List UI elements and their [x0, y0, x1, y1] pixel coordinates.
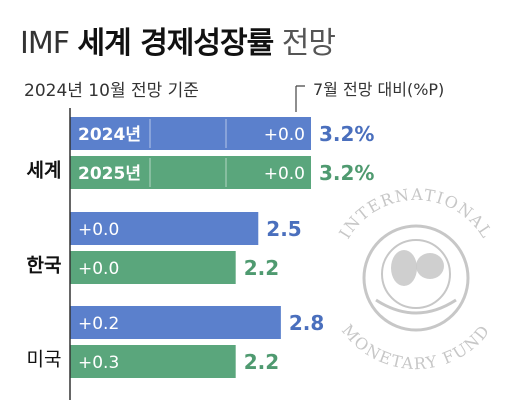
change-label: +0.0	[78, 259, 119, 279]
series-label: 2025년	[78, 164, 141, 184]
change-label: +0.0	[264, 125, 305, 145]
value-label: 2.2	[244, 256, 279, 280]
value-label: 2.8	[289, 311, 324, 335]
emblem-continent-west	[391, 250, 417, 286]
emblem-text-bottom-path: MONETARY FUND	[338, 321, 492, 374]
title-suffix: 전망	[281, 26, 336, 61]
title-main: 세계 경제성장률	[77, 26, 275, 61]
category-label: 세계	[27, 160, 62, 182]
value-label: 3.2%	[319, 161, 374, 185]
bar	[70, 251, 236, 284]
chart-title: IMF 세계 경제성장률 전망	[20, 18, 336, 62]
imf-emblem: INTERNATIONAL MONETARY FUND	[335, 185, 497, 374]
emblem-wreath	[375, 298, 457, 315]
change-header: 7월 전망 대비(%P)	[313, 80, 445, 99]
title-prefix: IMF	[20, 26, 70, 61]
emblem-text-bottom: MONETARY FUND	[338, 321, 494, 374]
value-label: 3.2%	[319, 122, 374, 146]
change-label: +0.3	[78, 353, 119, 373]
series-label: 2024년	[78, 125, 141, 145]
change-label: +0.0	[78, 220, 119, 240]
bar	[70, 117, 311, 150]
category-label: 한국	[27, 255, 62, 277]
category-label: 미국	[27, 349, 62, 371]
emblem-continent-east	[416, 253, 444, 279]
change-header-pointer	[295, 85, 305, 112]
value-label: 2.5	[266, 217, 301, 241]
value-label: 2.2	[244, 350, 279, 374]
bar	[70, 156, 311, 189]
change-label: +0.0	[264, 164, 305, 184]
emblem-text-top: INTERNATIONAL	[335, 185, 497, 242]
bar	[70, 306, 281, 339]
bar	[70, 345, 236, 378]
chart-subtitle: 2024년 10월 전망 기준	[24, 81, 199, 101]
emblem-ring	[362, 224, 470, 332]
change-label: +0.2	[78, 314, 119, 334]
bar	[70, 212, 259, 245]
emblem-globe	[381, 239, 451, 309]
emblem-text-top-path: INTERNATIONAL	[335, 185, 495, 242]
